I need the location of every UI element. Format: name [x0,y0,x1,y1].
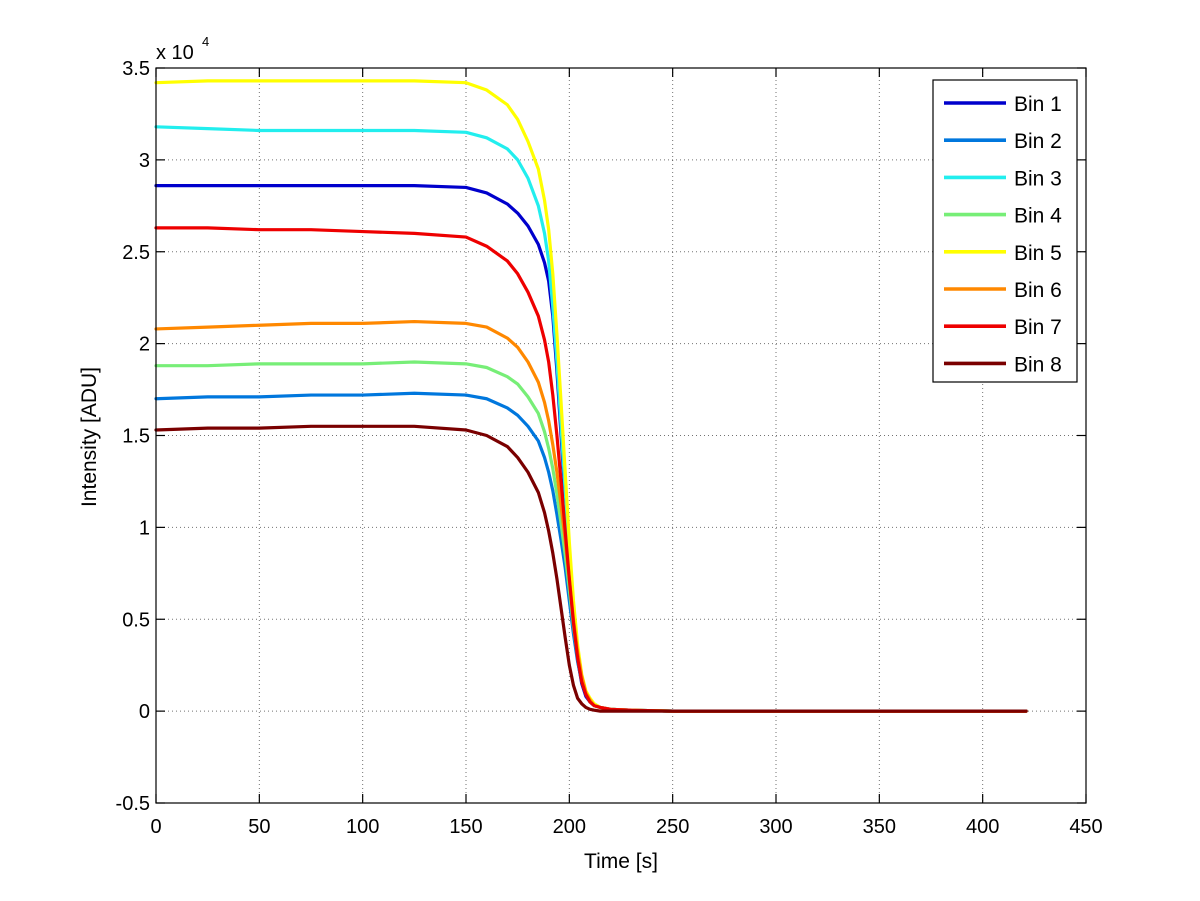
legend-label-bin-7: Bin 7 [1014,316,1062,339]
y-tick-labels: -0.5 0 0.5 1 1.5 2 2.5 3 3.5 [116,58,150,815]
x-tick-label: 100 [346,816,379,838]
legend-box [932,79,1078,383]
series-lines [154,79,1028,713]
legend-label-bin-5: Bin 5 [1014,242,1062,265]
ticks [155,67,1087,804]
y-tick-label: 3 [139,150,150,172]
x-tick-label: 450 [1069,816,1102,838]
legend-label-bin-8: Bin 8 [1014,353,1062,376]
series-line-bin-8 [154,424,1028,713]
y-tick-label: 1.5 [122,426,150,448]
x-tick-label: 400 [966,816,999,838]
y-tick-label: 2.5 [122,242,150,264]
legend-label-bin-2: Bin 2 [1014,130,1062,153]
x-tick-labels: 0 50 100 150 200 250 300 350 400 450 [150,816,1102,838]
x-tick-label: 50 [248,816,270,838]
y-tick-label: 2 [139,334,150,356]
y-axis-label: Intensity [ADU] [78,367,101,507]
legend-label-bin-1: Bin 1 [1014,93,1062,116]
y-tick-label: 0 [139,701,150,723]
x-tick-label: 200 [553,816,586,838]
y-tick-label: 1 [139,517,150,539]
x-tick-label: 150 [449,816,482,838]
y-tick-label: 0.5 [122,609,150,631]
x-tick-label: 0 [150,816,161,838]
x-axis-label: Time [s] [584,850,658,873]
legend-entries: Bin 1 Bin 2 Bin 3 Bin 4 Bin 5 Bin 6 Bin 7 Bin 8 [944,93,1062,376]
legend-label-bin-6: Bin 6 [1014,279,1062,302]
y-tick-label: 3.5 [122,58,150,80]
x-tick-label: 300 [759,816,792,838]
legend-label-bin-4: Bin 4 [1014,205,1062,228]
y-multiplier-label: x 10 [156,42,194,64]
legend: Bin 1 Bin 2 Bin 3 Bin 4 Bin 5 Bin 6 Bin 7 Bin 8 [932,79,1078,383]
legend-label-bin-3: Bin 3 [1014,167,1062,190]
y-multiplier-exponent: 4 [202,34,209,49]
y-tick-label: -0.5 [116,793,150,815]
x-tick-label: 250 [656,816,689,838]
x-tick-label: 350 [863,816,896,838]
